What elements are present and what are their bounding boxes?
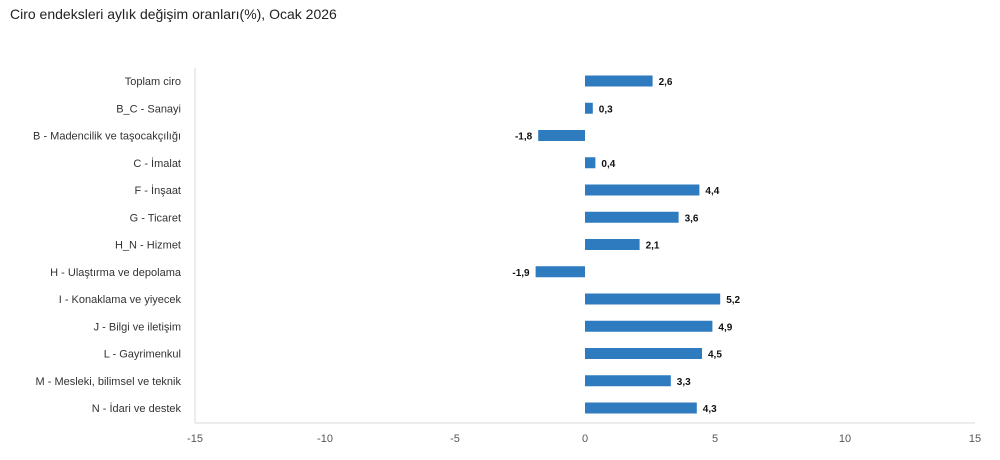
x-tick-label: -10 [317, 433, 333, 445]
category-label: B_C - Sanayi [116, 103, 181, 115]
bar [535, 266, 585, 278]
bar [585, 211, 679, 223]
data-label: 2,6 [659, 77, 673, 88]
bar [585, 293, 721, 305]
category-label: M - Mesleki, bilimsel ve teknik [36, 376, 182, 388]
chart-labels: Toplam ciro 2,6 B_C - Sanayi 0,3 B - Madenci… [33, 76, 740, 415]
data-label: 3,6 [685, 213, 699, 224]
category-label: H_N - Hizmet [115, 240, 181, 252]
bar [585, 157, 596, 169]
bar [585, 320, 713, 332]
data-label: 5,2 [726, 295, 740, 306]
chart-title: Ciro endeksleri aylık değişim oranları(%… [10, 6, 337, 22]
bar [585, 75, 653, 87]
x-tick-label: -5 [450, 433, 460, 445]
category-label: H - Ulaştırma ve depolama [50, 267, 182, 279]
x-tick-label: -15 [187, 433, 203, 445]
bar [585, 239, 640, 250]
category-label: N - İdari ve destek [92, 402, 182, 415]
data-label: 4,4 [705, 186, 719, 197]
category-label: B - Madencilik ve taşocakçılığı [33, 131, 181, 143]
category-label: F - İnşaat [135, 184, 181, 197]
bar [585, 348, 702, 359]
category-label: L - Gayrimenkul [104, 349, 181, 361]
bar [585, 102, 593, 114]
chart-axes: -15 -10 -5 0 5 10 15 [187, 68, 981, 445]
x-tick-label: 15 [969, 433, 981, 445]
data-label: 4,5 [708, 350, 722, 361]
data-label: 4,3 [703, 404, 717, 415]
x-tick-label: 0 [582, 433, 588, 445]
data-label: 4,9 [718, 322, 732, 333]
x-tick-label: 5 [712, 433, 718, 445]
bar [585, 402, 697, 414]
data-label: 0,3 [599, 104, 613, 115]
data-label: 2,1 [646, 241, 660, 252]
bar [538, 130, 585, 141]
bar [585, 375, 671, 387]
chart-bars [535, 75, 721, 414]
category-label: I - Konaklama ve yiyecek [59, 294, 182, 306]
category-label: Toplam ciro [125, 76, 181, 88]
category-label: C - İmalat [133, 157, 181, 170]
bar [585, 184, 700, 196]
data-label: 0,4 [601, 159, 615, 170]
data-label: 3,3 [677, 377, 691, 388]
data-label: -1,8 [515, 132, 533, 143]
data-label: -1,9 [512, 268, 530, 279]
category-label: G - Ticaret [130, 212, 181, 224]
category-label: J - Bilgi ve iletişim [94, 321, 181, 333]
x-tick-label: 10 [839, 433, 851, 445]
